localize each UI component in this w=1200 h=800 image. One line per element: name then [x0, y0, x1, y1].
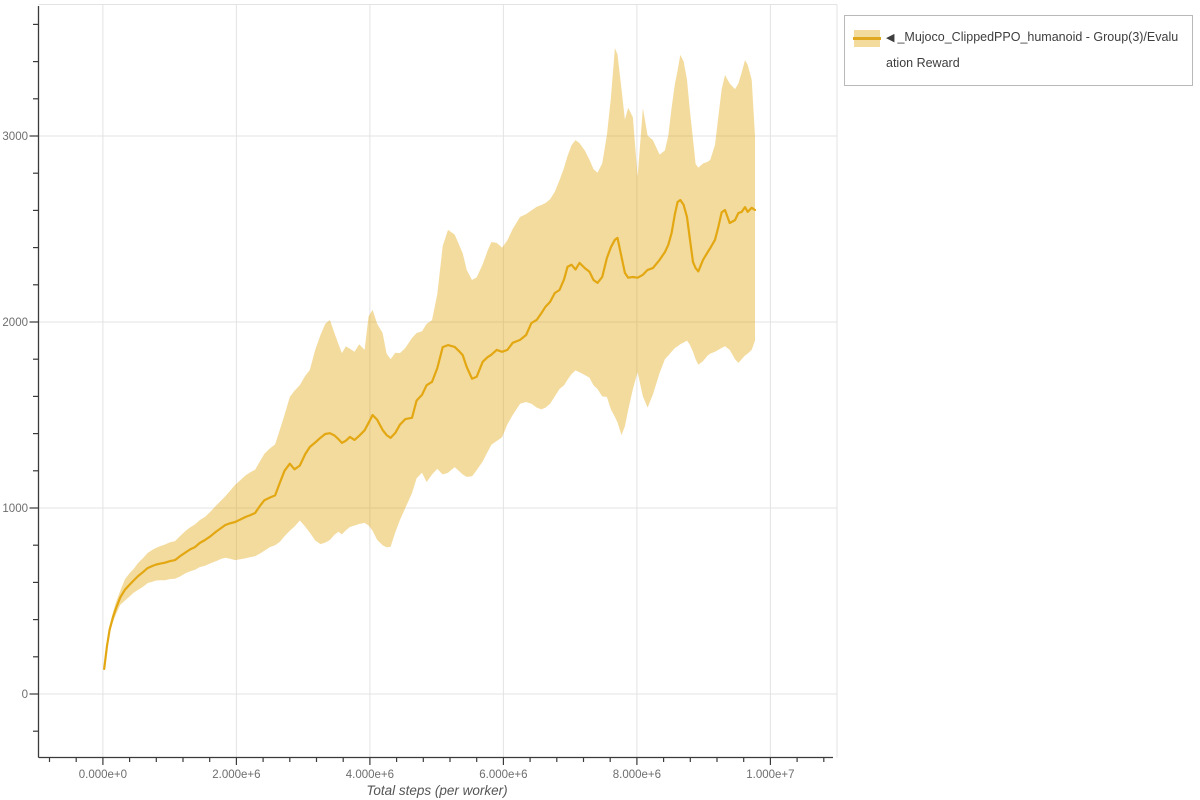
x-axis-title: Total steps (per worker)	[366, 783, 507, 798]
x-tick-label: 6.000e+6	[479, 769, 527, 781]
axes	[37, 6, 833, 759]
legend-swatch-line-icon	[853, 37, 881, 40]
y-tick-label: 2000	[2, 317, 28, 329]
y-tick-label: 1000	[2, 503, 28, 515]
legend[interactable]: ◀ _Mujoco_ClippedPPO_humanoid - Group(3)/…	[844, 15, 1193, 86]
legend-swatch	[853, 30, 881, 47]
reward-mean-line	[103, 198, 757, 670]
x-tick-label: 8.000e+6	[613, 769, 661, 781]
x-tick-label: 0.000e+0	[79, 769, 127, 781]
y-tick-label: 3000	[2, 131, 28, 143]
tick-marks	[29, 23, 825, 765]
gridlines	[38, 4, 838, 758]
legend-series-name: _Mujoco_ClippedPPO_humanoid - Group(3)/E…	[886, 30, 1179, 70]
y-tick-label: 0	[22, 689, 28, 701]
x-tick-label: 4.000e+6	[346, 769, 394, 781]
x-tick-label: 2.000e+6	[212, 769, 260, 781]
reward-band	[104, 48, 755, 671]
legend-label: ◀ _Mujoco_ClippedPPO_humanoid - Group(3)/…	[886, 25, 1180, 76]
left-triangle-icon: ◀	[886, 32, 895, 44]
x-tick-label: 1.000e+7	[746, 769, 794, 781]
tick-labels: 0 1000 2000 3000 0.000e+0 2.000e+6 4.000e+6 6.0…	[2, 131, 794, 781]
